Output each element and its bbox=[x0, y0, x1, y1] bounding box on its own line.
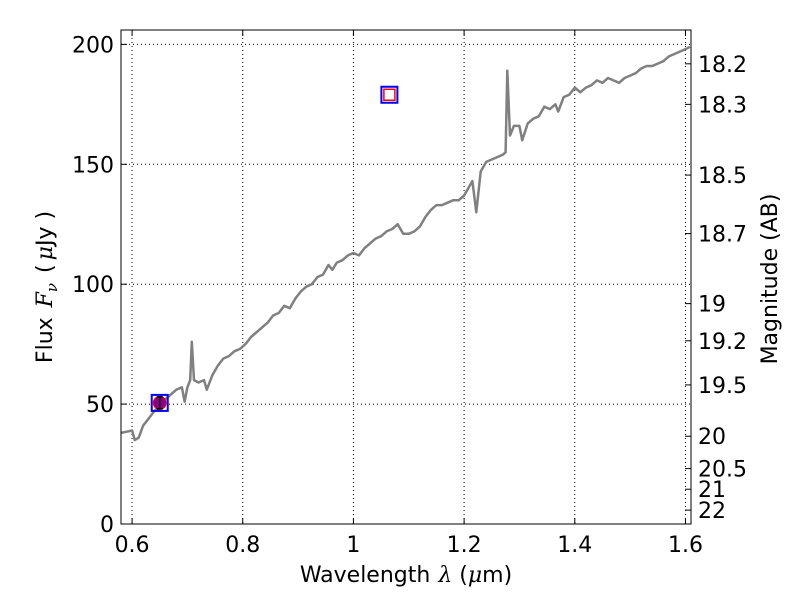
plot-frame bbox=[120, 29, 692, 525]
data-markers bbox=[150, 85, 399, 412]
right-axis-label: Magnitude (AB) bbox=[758, 194, 783, 365]
grid-lines bbox=[121, 30, 691, 525]
y2-tick-label: 19.2 bbox=[698, 330, 747, 355]
x-tick-label: 1.4 bbox=[557, 533, 592, 558]
y2-tick-label: 20.5 bbox=[698, 458, 747, 483]
y2-tick-label: 18.2 bbox=[698, 53, 747, 78]
y-axis-label: FluxFν(μJy ) bbox=[33, 211, 61, 363]
y2-tick-label: 19.5 bbox=[698, 374, 747, 399]
y2-tick-label: 22 bbox=[698, 499, 726, 524]
y-tick-label: 50 bbox=[86, 393, 114, 418]
y2-tick-label: 21 bbox=[698, 478, 726, 503]
x-axis-label: Wavelength λ (μm) bbox=[300, 563, 512, 588]
marker-outer-box bbox=[150, 393, 169, 412]
x-tick-label: 0.6 bbox=[115, 533, 150, 558]
spectrum-line bbox=[120, 45, 691, 442]
y2-tick-label: 18.5 bbox=[698, 164, 747, 189]
marker-inner-box bbox=[383, 88, 396, 101]
y-tick-label: 150 bbox=[72, 153, 114, 178]
y2-tick-label: 18.7 bbox=[698, 223, 747, 248]
marker-outer-box bbox=[380, 85, 399, 104]
y2-tick-label: 20 bbox=[698, 425, 726, 450]
axis-ticks: 0.6 0.8 1 1.2 1.4 1.6 0 50 100 150 200 18.2 18.3 18.5… bbox=[72, 30, 747, 558]
model-marker bbox=[380, 85, 399, 104]
x-tick-label: 1.2 bbox=[447, 533, 482, 558]
y2-tick-label: 18.3 bbox=[698, 93, 747, 118]
x-tick-label: 1 bbox=[346, 533, 360, 558]
y-tick-label: 200 bbox=[72, 33, 114, 58]
y2-tick-label: 19 bbox=[698, 293, 726, 318]
y-tick-label: 100 bbox=[72, 273, 114, 298]
plot-area bbox=[120, 45, 691, 442]
photometry-marker bbox=[150, 393, 169, 412]
y-tick-label: 0 bbox=[100, 513, 114, 538]
x-tick-label: 0.8 bbox=[225, 533, 260, 558]
x-tick-label: 1.6 bbox=[668, 533, 703, 558]
